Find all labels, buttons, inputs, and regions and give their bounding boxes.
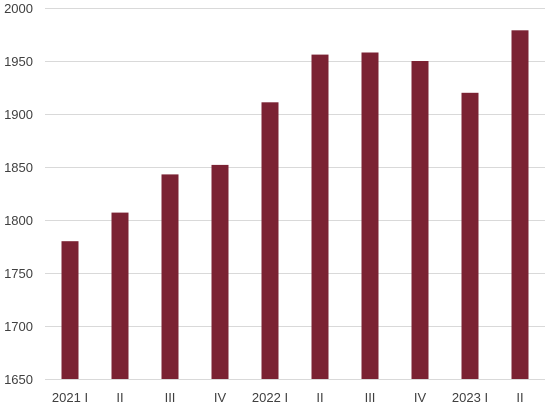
bar bbox=[61, 241, 79, 379]
y-tick-label: 2000 bbox=[4, 1, 33, 16]
bar bbox=[311, 54, 329, 379]
x-tick-label: III bbox=[165, 390, 176, 405]
bar bbox=[211, 164, 229, 379]
bar bbox=[461, 92, 479, 380]
bar bbox=[111, 212, 129, 379]
bar bbox=[261, 102, 279, 380]
x-axis-ticks: 2021 I II III IV 2022 I II III IV 2023 I II bbox=[52, 390, 524, 405]
x-tick-label: II bbox=[516, 390, 523, 405]
x-tick-label: 2023 I bbox=[452, 390, 488, 405]
y-tick-label: 1900 bbox=[4, 107, 33, 122]
y-tick-label: 1850 bbox=[4, 160, 33, 175]
y-tick-label: 1950 bbox=[4, 54, 33, 69]
x-tick-label: III bbox=[365, 390, 376, 405]
bar bbox=[361, 52, 379, 379]
bar bbox=[411, 61, 429, 379]
x-tick-label: II bbox=[316, 390, 323, 405]
y-tick-label: 1700 bbox=[4, 319, 33, 334]
y-tick-label: 1800 bbox=[4, 213, 33, 228]
y-axis-ticks: 1650 1700 1750 1800 1850 1900 1950 2000 bbox=[4, 1, 33, 387]
y-tick-label: 1750 bbox=[4, 266, 33, 281]
x-tick-label: IV bbox=[414, 390, 427, 405]
y-tick-label: 1650 bbox=[4, 372, 33, 387]
bar bbox=[511, 30, 529, 380]
x-tick-label: IV bbox=[214, 390, 227, 405]
x-tick-label: 2021 I bbox=[52, 390, 88, 405]
x-tick-label: 2022 I bbox=[252, 390, 288, 405]
bars bbox=[61, 30, 529, 380]
bar bbox=[161, 174, 179, 379]
x-tick-label: II bbox=[116, 390, 123, 405]
